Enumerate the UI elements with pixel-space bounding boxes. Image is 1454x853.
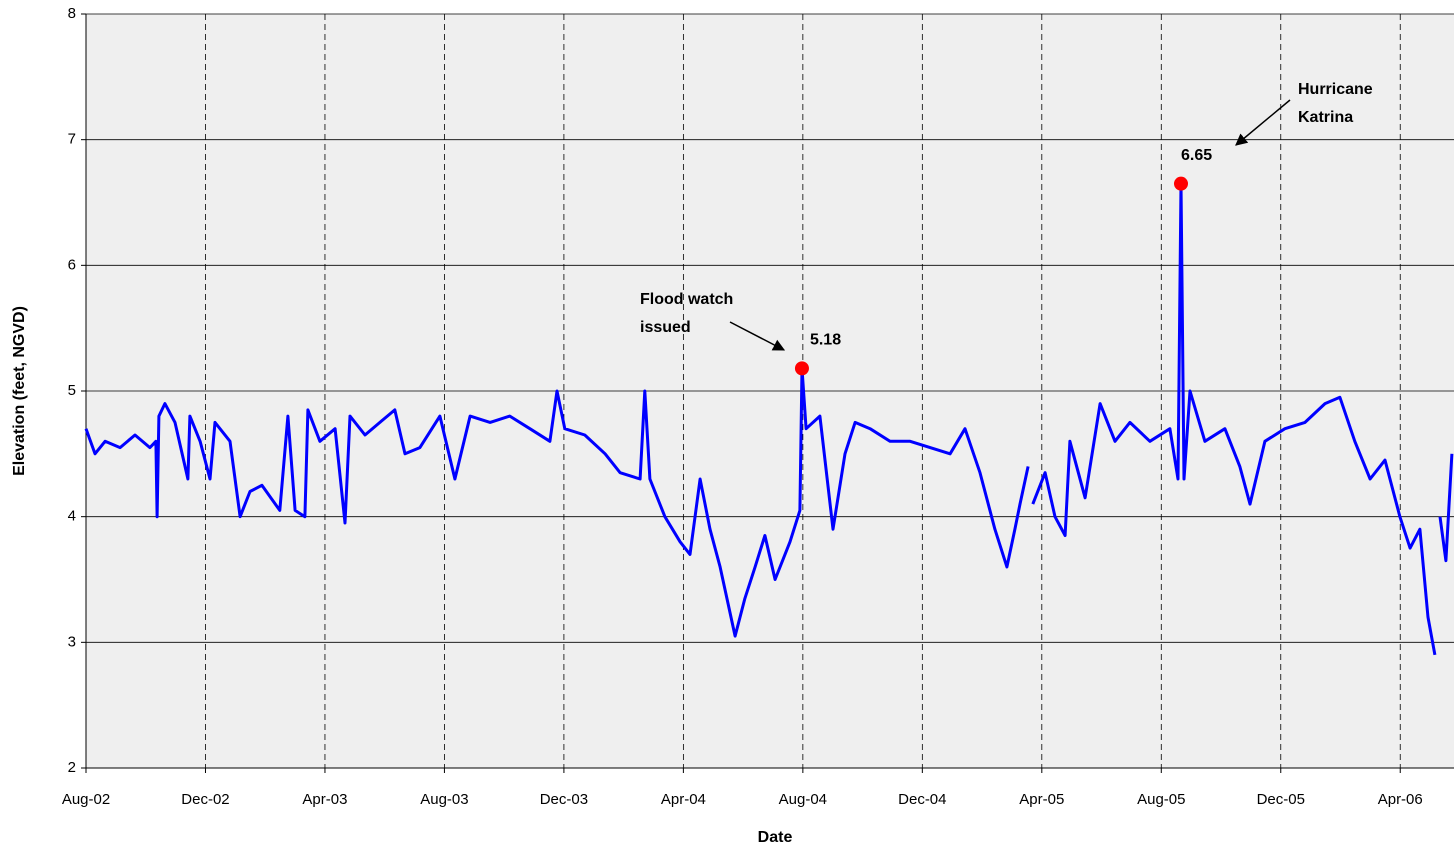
y-tick-label: 6 xyxy=(68,256,76,273)
highlight-point xyxy=(1173,176,1188,191)
x-tick-label: Apr-06 xyxy=(1378,791,1423,808)
y-tick-label: 4 xyxy=(68,508,76,525)
x-tick-label: Aug-05 xyxy=(1137,791,1185,808)
x-tick-label: Dec-03 xyxy=(540,791,588,808)
x-tick-label: Apr-03 xyxy=(302,791,347,808)
annotation-arrow xyxy=(1235,99,1291,146)
annotation: Katrina xyxy=(1298,109,1353,126)
x-tick-label: Dec-02 xyxy=(181,791,229,808)
y-tick-label: 5 xyxy=(68,382,76,399)
x-tick-label: Aug-02 xyxy=(62,791,110,808)
x-axis-label: Date xyxy=(758,829,793,846)
annotation: issued xyxy=(640,319,691,336)
x-tick-label: Dec-05 xyxy=(1257,791,1305,808)
highlight-point xyxy=(794,361,809,376)
y-tick-label: 2 xyxy=(68,759,76,776)
x-tick-label: Aug-04 xyxy=(779,791,827,808)
y-axis-label: Elevation (feet, NGVD) xyxy=(11,306,28,476)
x-tick-label: Aug-03 xyxy=(420,791,468,808)
y-tick-label: 8 xyxy=(68,5,76,22)
x-tick-label: Apr-05 xyxy=(1019,791,1064,808)
x-tick-label: Apr-04 xyxy=(661,791,706,808)
data-label: 6.65 xyxy=(1181,147,1212,164)
annotation: Hurricane xyxy=(1298,81,1373,98)
y-tick-label: 7 xyxy=(68,131,76,148)
y-tick-label: 3 xyxy=(68,633,76,650)
data-label: 5.18 xyxy=(810,332,841,349)
annotation: Flood watch xyxy=(640,291,733,308)
x-tick-label: Dec-04 xyxy=(898,791,946,808)
data-line xyxy=(84,182,1454,656)
annotation-arrow xyxy=(729,321,786,351)
